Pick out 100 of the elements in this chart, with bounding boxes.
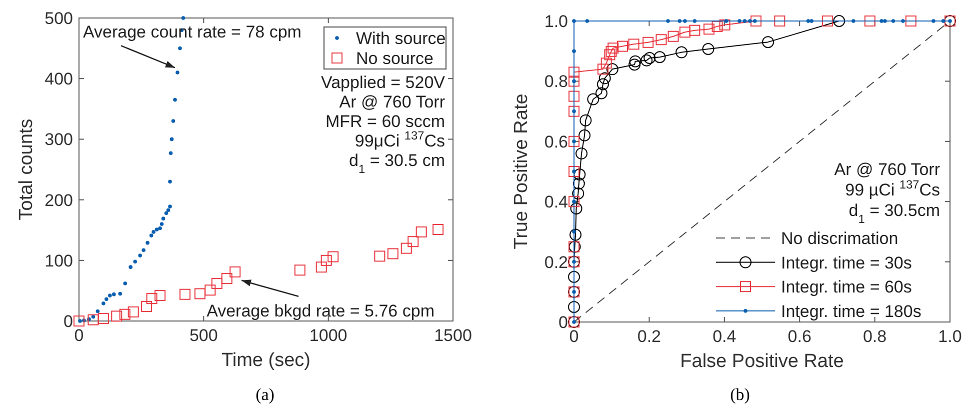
point bbox=[123, 282, 128, 286]
point bbox=[596, 78, 609, 90]
y-tick-label: 0 bbox=[558, 313, 568, 332]
point bbox=[133, 260, 137, 264]
point bbox=[656, 34, 667, 46]
point bbox=[568, 196, 580, 208]
point bbox=[597, 64, 608, 75]
point bbox=[712, 20, 723, 32]
point bbox=[400, 242, 412, 254]
point bbox=[154, 290, 166, 302]
point bbox=[102, 302, 106, 306]
x-tick-label: 1500 bbox=[434, 326, 472, 345]
point bbox=[642, 36, 654, 48]
point bbox=[181, 16, 186, 20]
point bbox=[595, 87, 608, 100]
point bbox=[112, 292, 116, 296]
point bbox=[118, 292, 122, 296]
point bbox=[587, 93, 600, 106]
point bbox=[702, 42, 714, 55]
y-tick-label: 0 bbox=[64, 312, 73, 331]
point bbox=[96, 309, 100, 314]
point bbox=[221, 273, 232, 284]
point bbox=[572, 178, 585, 190]
text: (a) bbox=[256, 385, 274, 404]
point bbox=[585, 19, 590, 23]
legend-label: Integr. time = 180s bbox=[781, 302, 922, 321]
point bbox=[408, 236, 419, 248]
legend-label: Integr. time = 60s bbox=[781, 278, 912, 297]
point bbox=[108, 294, 112, 298]
y-tick-label: 0.6 bbox=[544, 132, 568, 152]
point bbox=[598, 72, 611, 84]
point bbox=[294, 264, 306, 276]
point bbox=[119, 308, 130, 320]
annotation: Ar @ 760 Torr bbox=[339, 92, 446, 112]
point bbox=[806, 19, 810, 23]
annotation: d$_{1}$ = 30.5cm bbox=[848, 201, 940, 226]
point bbox=[570, 202, 582, 215]
point bbox=[880, 19, 884, 23]
y-tick-label: 0.4 bbox=[544, 192, 568, 212]
point bbox=[104, 297, 108, 302]
point bbox=[724, 19, 728, 23]
point bbox=[576, 147, 588, 160]
point bbox=[568, 166, 580, 177]
point bbox=[574, 168, 586, 181]
y-axis-title: Total counts bbox=[16, 118, 37, 220]
annotation: Average bkgd rate = 5.76 cpm bbox=[206, 301, 434, 320]
point bbox=[316, 262, 327, 273]
point bbox=[168, 204, 172, 208]
point bbox=[170, 137, 174, 142]
point bbox=[600, 58, 612, 69]
point bbox=[171, 119, 176, 123]
point bbox=[146, 240, 150, 245]
point bbox=[640, 54, 653, 66]
point bbox=[572, 187, 584, 200]
point bbox=[164, 211, 168, 216]
legend-label: No source bbox=[356, 49, 434, 68]
point bbox=[833, 15, 846, 27]
point bbox=[374, 250, 386, 262]
point bbox=[568, 270, 580, 283]
point bbox=[810, 19, 814, 23]
point bbox=[128, 306, 139, 318]
point bbox=[678, 19, 682, 23]
point bbox=[88, 314, 99, 326]
point bbox=[692, 19, 697, 23]
point bbox=[864, 16, 876, 26]
annotation: d$_{1}$ = 30.5 cm bbox=[349, 151, 445, 176]
point bbox=[617, 40, 628, 52]
point bbox=[142, 248, 146, 252]
point bbox=[629, 55, 642, 68]
text: (b) bbox=[730, 385, 750, 404]
point bbox=[149, 234, 154, 238]
y-tick-label: 100 bbox=[44, 251, 73, 270]
point bbox=[128, 265, 133, 269]
point bbox=[932, 19, 936, 23]
point bbox=[146, 293, 158, 304]
point bbox=[883, 19, 887, 23]
point bbox=[158, 226, 162, 230]
point bbox=[905, 16, 916, 26]
annotation: Average count rate = 78 cpm bbox=[82, 22, 302, 42]
point bbox=[568, 136, 580, 147]
legend-label: No discrimation bbox=[781, 229, 898, 248]
point bbox=[668, 30, 679, 42]
point bbox=[568, 66, 580, 78]
point bbox=[719, 19, 730, 30]
point bbox=[891, 19, 896, 23]
legend-label: With source bbox=[356, 29, 446, 48]
x-tick-label: 0.4 bbox=[712, 327, 736, 346]
x-axis-title: False Positive Rate bbox=[680, 351, 844, 372]
point bbox=[168, 151, 173, 156]
point bbox=[654, 51, 666, 64]
point bbox=[98, 313, 109, 324]
x-tick-label: 1000 bbox=[309, 326, 348, 345]
y-tick-label: 1.0 bbox=[544, 12, 568, 31]
point bbox=[742, 19, 747, 23]
y-tick-label: 500 bbox=[44, 9, 73, 28]
x-tick-label: 0.8 bbox=[862, 327, 887, 346]
x-tick-label: 0.6 bbox=[788, 327, 812, 346]
point bbox=[166, 208, 170, 212]
point bbox=[141, 300, 152, 312]
point bbox=[606, 63, 618, 76]
